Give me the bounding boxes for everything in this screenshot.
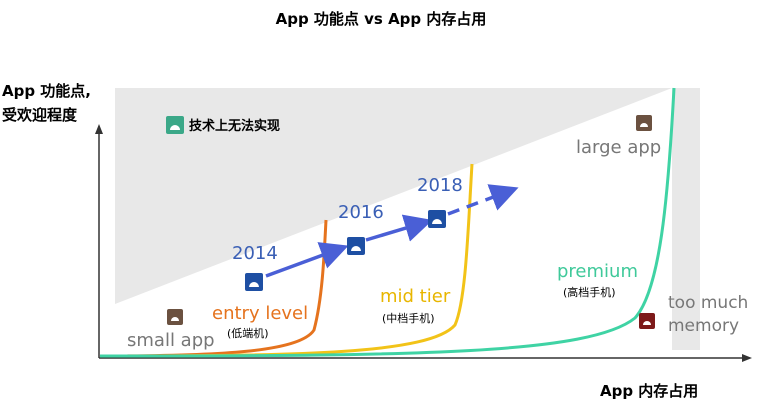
premium-curve [99,87,676,358]
y-axis-arrow-icon [95,124,103,134]
too-much-memory-region [672,88,700,350]
diagram-title: App 功能点 vs App 内存占用 [275,10,487,28]
too-much-memory-label-line-2: memory [668,316,739,336]
small-app-icon [167,309,183,325]
y-axis-label-line-1: App 功能点, [2,82,92,100]
too-much-memory-label-line-1: too much [668,293,748,313]
y-axis-label-line-2: 受欢迎程度 [2,106,78,124]
trend-arrow-future [447,184,519,216]
mid-tier-sub: (中档手机) [382,311,435,325]
region-label: 技术上无法实现 [189,118,280,134]
premium-sub: (高档手机) [563,285,616,299]
year-label-2018: 2018 [417,175,463,196]
trend-arrow-2014-2016 [265,242,349,278]
x-axis-label: App 内存占用 [600,382,699,400]
too-much-memory-icon [639,313,655,329]
app-2018-icon [428,210,446,228]
premium-label: premium [557,261,638,282]
y-axis-label: App 功能点, 受欢迎程度 [2,79,91,127]
year-label-2014: 2014 [232,243,278,264]
small-app-label: small app [127,330,215,351]
trend-arrow-2016-2018 [365,214,433,242]
app-2014-icon [245,273,263,291]
large-app-label: large app [576,137,661,158]
large-app-icon [636,115,652,131]
mid-tier-label: mid tier [380,286,451,307]
region-legend-icon [166,116,184,134]
year-label-2016: 2016 [338,202,384,223]
app-2016-icon [347,237,365,255]
entry-level-label: entry level [212,303,308,324]
x-axis-arrow-icon [742,354,752,362]
entry-level-sub: (低端机) [227,326,269,340]
